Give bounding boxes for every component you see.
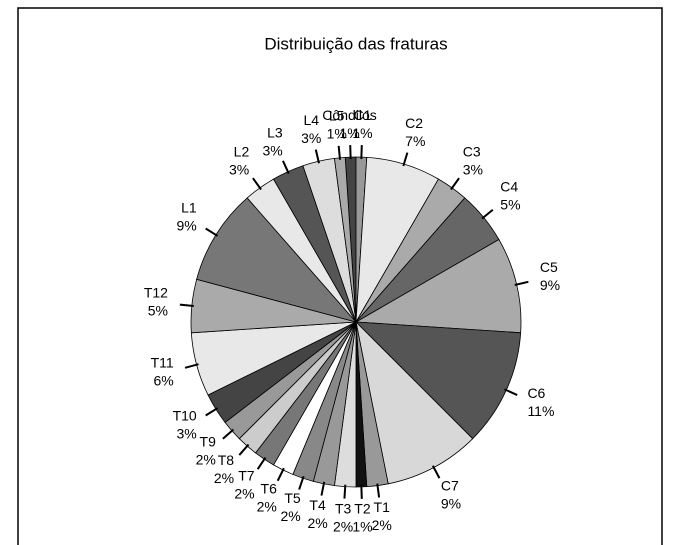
slice-label: C2 [405, 115, 423, 131]
slice-value-label: 2% [196, 452, 216, 468]
leader-line [184, 363, 199, 369]
slice-label: C7 [441, 477, 459, 493]
leader-line [256, 456, 267, 470]
slice-value-label: 2% [234, 486, 254, 502]
slice-value-label: 5% [148, 302, 168, 318]
slice-value-label: 2% [214, 470, 234, 486]
slice-value-label: 11% [527, 403, 554, 419]
leader-line [314, 149, 320, 164]
slice-value-label: 1% [352, 519, 372, 535]
leader-line [282, 160, 290, 174]
slice-value-label: 2% [372, 517, 392, 533]
slice-label: C4 [500, 179, 518, 195]
slice-label: T4 [309, 497, 326, 513]
slice-value-label: 3% [176, 426, 196, 442]
leader-line [298, 476, 305, 490]
leader-line [481, 208, 494, 220]
slice-label: T6 [261, 480, 278, 496]
leader-line [276, 467, 285, 482]
leader-line [376, 483, 381, 498]
slice-label: Côndilos [322, 107, 376, 123]
leader-line [337, 145, 342, 160]
leader-line [504, 388, 518, 396]
leader-line [320, 481, 326, 496]
slice-label: T12 [144, 284, 168, 300]
slice-label: T9 [200, 434, 217, 450]
slice-value-label: 9% [176, 218, 196, 234]
slice-value-label: 1% [339, 125, 359, 141]
slice-label: C3 [463, 144, 481, 160]
slice-label: T8 [218, 452, 235, 468]
leader-line [205, 407, 219, 417]
slice-label: T7 [238, 468, 255, 484]
slice-value-label: 1% [327, 126, 347, 142]
leader-line [450, 177, 460, 191]
chart-title: Distribuição das fraturas [264, 34, 447, 53]
slice-label: T5 [284, 490, 301, 506]
leader-line [238, 443, 250, 456]
leader-line [179, 303, 194, 308]
slice-value-label: 7% [405, 133, 425, 149]
slice-label: C1 [353, 107, 371, 123]
slice-label: L1 [181, 200, 197, 216]
slice-label: L5 [329, 108, 345, 124]
leader-line [252, 177, 262, 191]
slice-value-label: 3% [262, 142, 282, 158]
slice-value-label: 3% [463, 162, 483, 178]
slice-value-label: 9% [441, 495, 461, 511]
leader-line [205, 227, 219, 237]
slice-label: T2 [354, 501, 371, 517]
leader-line [222, 428, 235, 440]
slice-label: C6 [527, 385, 545, 401]
slice-value-label: 1% [352, 125, 372, 141]
leader-line [402, 152, 409, 167]
leader-line [431, 465, 441, 479]
slice-value-label: 9% [540, 277, 560, 293]
slice-value-label: 3% [229, 162, 249, 178]
slice-label: T11 [151, 355, 174, 371]
slice-label: T10 [173, 408, 197, 424]
slice-label: T3 [335, 500, 352, 516]
slice-value-label: 5% [500, 197, 520, 213]
frame [17, 7, 663, 545]
slice-label: L3 [267, 124, 283, 140]
slice-label: C5 [540, 259, 558, 275]
slice-label: L2 [234, 144, 250, 160]
slice-label: T1 [374, 499, 391, 515]
slice-value-label: 2% [333, 518, 353, 534]
leader-line [514, 280, 529, 286]
slice-value-label: 6% [153, 373, 173, 389]
slice-value-label: 2% [257, 498, 277, 514]
slice-value-label: 2% [307, 515, 327, 531]
leader-line [343, 484, 347, 499]
slice-label: L4 [303, 112, 319, 128]
slice-value-label: 3% [301, 130, 321, 146]
slice-value-label: 2% [280, 508, 300, 524]
